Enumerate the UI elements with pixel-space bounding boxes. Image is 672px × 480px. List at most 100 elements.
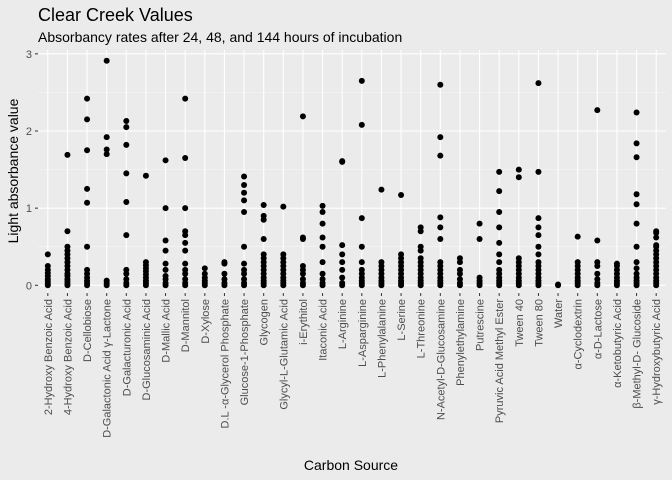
- data-point: [417, 224, 424, 231]
- data-point: [182, 266, 189, 273]
- x-tick-label: Glycogen: [259, 299, 271, 345]
- data-point: [633, 140, 640, 147]
- data-point: [496, 188, 503, 195]
- data-point: [319, 234, 326, 241]
- data-point: [456, 266, 463, 273]
- data-point: [319, 220, 326, 227]
- data-point: [162, 260, 169, 267]
- x-tick-label: α-Ketobutyric Acid: [612, 299, 624, 388]
- data-point: [456, 255, 463, 262]
- x-tick-label: Itaconic Acid: [318, 299, 330, 361]
- data-point: [633, 191, 640, 198]
- data-point: [594, 276, 601, 283]
- x-tick-label: D-Cellobiose: [82, 299, 94, 362]
- data-point: [535, 168, 542, 175]
- data-point: [260, 212, 267, 219]
- data-point: [84, 116, 91, 123]
- data-point: [241, 182, 248, 188]
- data-point: [339, 266, 346, 273]
- data-point: [594, 237, 601, 244]
- data-point: [378, 259, 385, 266]
- x-tick-label: Phenylethylamine: [455, 299, 467, 386]
- x-tick-label: i-Erythitol: [298, 299, 310, 345]
- data-point: [594, 107, 601, 114]
- data-point: [476, 220, 483, 227]
- x-tick-label: γ-Hydroxybutyric Acid: [651, 299, 663, 405]
- data-point: [162, 205, 169, 212]
- x-tick-label: N-Acetyl-D-Glucosamine: [435, 299, 447, 420]
- data-point: [260, 251, 267, 258]
- data-point: [123, 232, 130, 239]
- data-point: [496, 266, 503, 273]
- data-point: [241, 209, 248, 215]
- y-tick-label: 0: [26, 280, 32, 292]
- x-tick-label: Glycyl-L-Glutamic Acid: [278, 299, 290, 410]
- data-point: [241, 173, 248, 180]
- data-point: [515, 166, 522, 173]
- x-tick-label: D-Mannitol: [180, 299, 192, 352]
- data-point: [358, 259, 365, 266]
- data-point: [515, 255, 522, 262]
- data-point: [221, 270, 228, 277]
- data-point: [84, 147, 91, 154]
- data-point: [535, 259, 542, 266]
- plot-panel-background: [38, 50, 666, 293]
- data-point: [162, 247, 169, 254]
- data-point: [84, 185, 91, 192]
- data-point: [64, 228, 71, 235]
- data-point: [182, 247, 189, 254]
- data-point: [496, 224, 503, 231]
- data-point: [555, 281, 562, 288]
- y-tick-label: 2: [26, 126, 32, 138]
- data-point: [142, 259, 149, 266]
- x-tick-label: D-Galactonic Acid γ-Lactone: [102, 299, 114, 438]
- data-point: [241, 266, 248, 273]
- x-axis-title: Carbon Source: [304, 457, 398, 473]
- x-tick-label: Pyruvic Acid Methyl Ester: [494, 299, 506, 423]
- data-point: [123, 117, 130, 124]
- data-point: [103, 57, 110, 64]
- data-point: [260, 236, 267, 242]
- data-point: [358, 215, 365, 222]
- data-point: [84, 266, 91, 273]
- data-point: [339, 242, 346, 249]
- data-point: [103, 134, 110, 141]
- x-tick-label: L-Asparginine: [357, 299, 369, 367]
- data-point: [358, 121, 365, 128]
- data-point: [398, 192, 405, 199]
- data-point: [633, 270, 640, 277]
- data-point: [358, 77, 365, 84]
- y-tick-label: 3: [26, 49, 32, 61]
- chart-subtitle: Absorbancy rates after 24, 48, and 144 h…: [38, 29, 402, 45]
- data-point: [280, 251, 287, 258]
- y-tick-label: 1: [26, 203, 32, 215]
- data-point: [437, 259, 444, 266]
- data-point: [221, 276, 228, 283]
- data-point: [221, 259, 228, 266]
- plot-panel: 0 1 2 3 2-Hydroxy Benzoic Acid 4-Hydroxy Benz…: [26, 49, 666, 438]
- data-point: [123, 141, 130, 148]
- data-point: [535, 251, 542, 258]
- data-point: [123, 198, 130, 205]
- data-point: [496, 209, 503, 215]
- data-point: [633, 154, 640, 161]
- x-tick-label: D-Glucosaminic Acid: [141, 299, 153, 400]
- data-point: [417, 243, 424, 250]
- data-point: [319, 276, 326, 283]
- data-point: [496, 259, 503, 266]
- data-point: [319, 270, 326, 277]
- data-point: [633, 220, 640, 227]
- data-point: [476, 274, 483, 281]
- data-point: [633, 243, 640, 250]
- data-point: [162, 157, 169, 164]
- data-point: [182, 239, 189, 246]
- data-point: [535, 224, 542, 231]
- data-point: [123, 170, 130, 177]
- data-point: [182, 205, 189, 212]
- data-point: [64, 243, 71, 250]
- data-point: [594, 270, 601, 277]
- x-tick-label: Putrescine: [475, 299, 487, 351]
- data-point: [103, 277, 110, 284]
- data-point: [299, 234, 306, 241]
